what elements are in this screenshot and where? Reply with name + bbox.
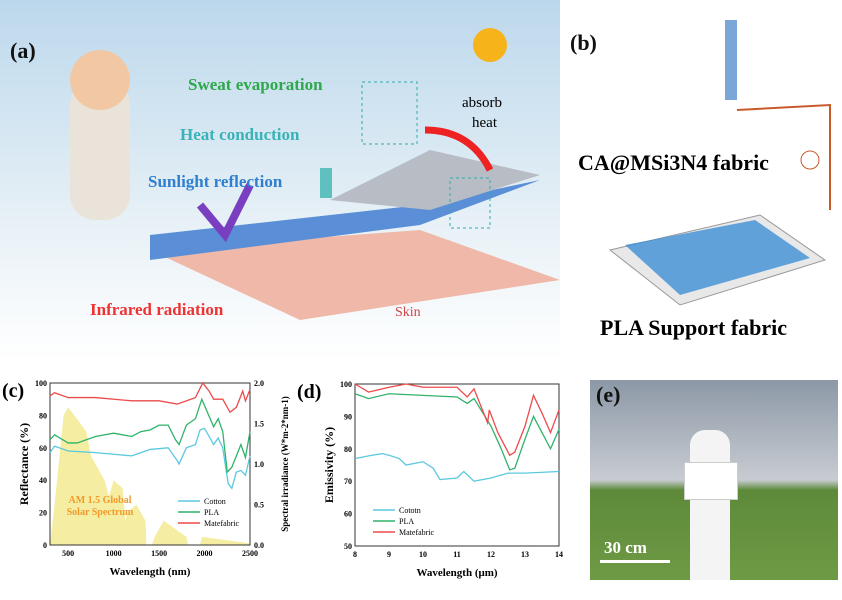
x-tick-label: 8 [353, 550, 357, 559]
plot-frame [354, 383, 560, 547]
panel-label: (d) [297, 381, 321, 403]
y2-tick-label: 2.0 [254, 379, 264, 388]
boy-figure [70, 80, 130, 220]
syringe-icon [725, 20, 737, 100]
series-line-cototn [354, 452, 560, 482]
y-tick-label: 80 [39, 411, 47, 420]
scale-label: 30 cm [604, 538, 647, 557]
solar-annotation: AM 1.5 Global [68, 495, 131, 506]
series-line-matefabric [49, 381, 251, 414]
panel-b-label: (b) [570, 30, 597, 55]
x-tick-label: 1500 [151, 549, 167, 558]
solar-annotation: Solar Spectrum [67, 507, 134, 518]
fabric-sample [684, 462, 738, 500]
legend-label: Cotton [204, 497, 226, 506]
conduction-arrow [320, 168, 332, 198]
fiber-mesh [625, 220, 810, 295]
series-line-matefabric [354, 383, 560, 457]
x-tick-label: 9 [387, 550, 391, 559]
fabric-label: CA@MSi3N4 fabric [578, 150, 769, 175]
y-tick-label: 70 [344, 477, 352, 486]
legend-label: PLA [204, 508, 219, 517]
panel-b-illustration: (b) CA@MSi3N4 fabric PLA Support fabric [570, 0, 842, 360]
series-line-cotton [49, 427, 251, 490]
infrared-label: Infrared radiation [90, 300, 224, 319]
x-tick-label: 12 [487, 550, 495, 559]
series-line-pla [354, 393, 560, 471]
x-tick-label: 13 [521, 550, 529, 559]
chart-d: 8 9 10 11 12 13 14 50 60 70 80 90 100 Wavelength (μm)… [297, 380, 563, 579]
y2-axis-label: Spectral irradiance (W*m-2*nm-1) [280, 396, 290, 531]
series-line-pla [49, 397, 251, 474]
legend-label: Matefabric [399, 528, 435, 537]
person-figure [690, 430, 730, 580]
y-tick-label: 100 [35, 379, 47, 388]
y2-tick-label: 1.0 [254, 460, 264, 469]
plot-frame [49, 382, 251, 546]
legend-label: PLA [399, 517, 414, 526]
sunlight-label: Sunlight reflection [148, 172, 283, 191]
x-axis-label: Wavelength (μm) [416, 567, 497, 579]
absorb-arrow [424, 126, 494, 172]
solar-spectrum-area [50, 407, 250, 545]
x-tick-label: 2500 [242, 549, 258, 558]
panel-label: (c) [2, 380, 24, 402]
absorb-label: absorb [462, 95, 502, 111]
panel-a-drawing [70, 28, 560, 320]
x-axis-label: Wavelength (nm) [110, 566, 191, 578]
y-tick-label: 50 [344, 542, 352, 551]
y-axis-label: Reflectance (%) [17, 423, 31, 505]
y-tick-label: 60 [39, 444, 47, 453]
scale-bar [600, 560, 670, 563]
sun-icon [473, 28, 507, 62]
y-tick-label: 0 [43, 541, 47, 550]
y2-tick-label: 0.0 [254, 541, 264, 550]
x-tick-label: 1000 [106, 549, 122, 558]
legend-label: Cototn [399, 506, 421, 515]
y-tick-label: 40 [39, 476, 47, 485]
y2-tick-label: 1.5 [254, 420, 264, 429]
y-tick-label: 100 [340, 380, 352, 389]
legend-label: Matefabric [204, 519, 240, 528]
x-tick-label: 10 [419, 550, 427, 559]
skin-layer [150, 230, 560, 320]
panel-e-photo: 30 cm (e) [590, 380, 838, 580]
x-tick-label: 500 [62, 549, 74, 558]
y-tick-label: 20 [39, 509, 47, 518]
fabric-layer [150, 180, 540, 260]
support-label: PLA Support fabric [600, 315, 788, 340]
x-tick-label: 2000 [197, 549, 213, 558]
y-tick-label: 60 [344, 510, 352, 519]
panel-a-illustration: (a) Sweat evaporation Heat conduction Su… [0, 0, 560, 360]
y-tick-label: 90 [344, 412, 352, 421]
skin-label: Skin [395, 305, 421, 320]
heat-label: heat [472, 115, 497, 131]
panel-a-label: (a) [10, 38, 36, 63]
y2-tick-label: 0.5 [254, 501, 264, 510]
x-tick-label: 11 [453, 550, 461, 559]
chart-c: 0.0 0.5 1.0 1.5 2.0 Spectral irradiance (W*m-… [2, 379, 290, 578]
fabric-top [330, 150, 540, 210]
x-tick-label: 14 [555, 550, 563, 559]
y-tick-label: 80 [344, 445, 352, 454]
sweat-label: Sweat evaporation [188, 75, 323, 94]
panel-e-label: (e) [596, 382, 621, 407]
reflection-arrow [196, 183, 254, 243]
y-axis-label: Emissivity (%) [322, 427, 336, 503]
heat-conduction-label: Heat conduction [180, 125, 300, 144]
